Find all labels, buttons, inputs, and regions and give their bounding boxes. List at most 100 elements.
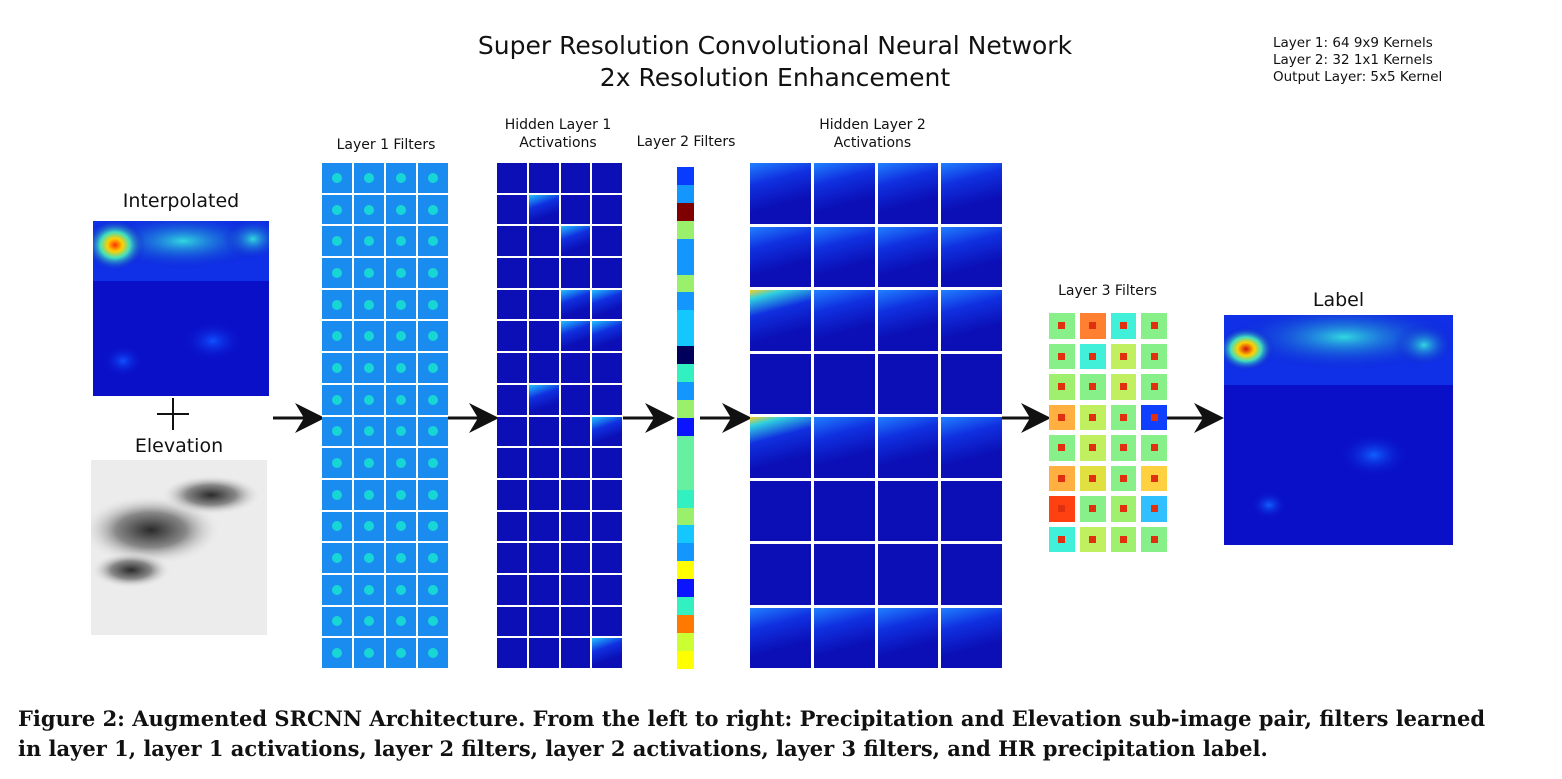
layer1-filter-tile bbox=[354, 574, 384, 605]
layer3-filter-tile bbox=[1079, 526, 1106, 552]
layer1-filter-tile bbox=[322, 416, 352, 447]
hidden-layer1-tile bbox=[497, 638, 527, 668]
hidden-layer1-tile bbox=[560, 638, 591, 668]
layer1-filter-tile bbox=[354, 606, 384, 637]
layer1-filter-tile bbox=[354, 638, 384, 668]
hidden-layer1-tile bbox=[497, 384, 527, 415]
hidden-layer2-tile bbox=[877, 544, 939, 605]
hidden-layer2-tile bbox=[750, 607, 811, 668]
layer2-filter-swatch bbox=[677, 346, 694, 365]
hidden-layer2-label-line2: Activations bbox=[833, 135, 912, 151]
hidden-layer2-tile bbox=[941, 607, 1002, 668]
layer2-filter-swatch bbox=[677, 543, 694, 562]
hidden-layer2-tile bbox=[813, 417, 875, 478]
layer2-filter-swatch bbox=[677, 489, 694, 508]
hidden-layer1-tile bbox=[528, 479, 559, 510]
layer1-filter-tile bbox=[386, 289, 416, 320]
layer3-filter-tile bbox=[1110, 496, 1137, 522]
interpolated-label: Interpolated bbox=[122, 190, 240, 212]
layer3-filter-tile bbox=[1079, 435, 1106, 461]
hidden-layer1-tile bbox=[592, 353, 622, 383]
layer1-filter-tile bbox=[386, 638, 416, 668]
hidden-layer2-tile bbox=[750, 544, 811, 605]
hidden-layer1-label-line2: Activations bbox=[519, 135, 597, 151]
layer3-filter-tile bbox=[1079, 343, 1106, 369]
hidden-layer1-tile bbox=[560, 353, 591, 383]
hidden-layer2-label: Hidden Layer 2 Activations bbox=[800, 116, 945, 152]
layer2-filter-swatch bbox=[677, 238, 694, 257]
caption-line-2: in layer 1, layer 1 activations, layer 2… bbox=[18, 736, 1268, 761]
layer2-filter-swatch bbox=[677, 650, 694, 669]
layer1-filter-tile bbox=[418, 289, 448, 320]
layer1-filters-grid bbox=[322, 163, 448, 668]
layer3-filter-tile bbox=[1141, 496, 1167, 522]
hidden-layer2-tile bbox=[941, 290, 1002, 351]
hidden-layer1-tile bbox=[497, 448, 527, 478]
elevation-heatmap bbox=[81, 475, 261, 588]
interpolated-image bbox=[93, 221, 269, 396]
layer3-filter-tile bbox=[1079, 404, 1106, 430]
layer1-filter-tile bbox=[418, 258, 448, 288]
layer1-filter-tile bbox=[322, 321, 352, 352]
hidden-layer1-label-line1: Hidden Layer 1 bbox=[504, 117, 612, 133]
hidden-layer2-tile bbox=[941, 353, 1002, 414]
layer1-filter-tile bbox=[322, 194, 352, 225]
layer2-filter-swatch bbox=[677, 399, 694, 418]
hidden-layer2-tile bbox=[877, 290, 939, 351]
layer1-filter-tile bbox=[418, 226, 448, 257]
layer1-filter-tile bbox=[322, 606, 352, 637]
hidden-layer1-tile bbox=[497, 321, 527, 352]
layer1-filter-tile bbox=[322, 638, 352, 668]
hidden-layer1-tile bbox=[528, 163, 559, 193]
layer3-filter-tile bbox=[1079, 374, 1106, 400]
hidden-layer1-tile bbox=[497, 163, 527, 193]
hidden-layer2-tile bbox=[941, 480, 1002, 541]
hidden-layer1-tile bbox=[592, 321, 622, 352]
hidden-layer1-label: Hidden Layer 1 Activations bbox=[488, 116, 628, 152]
hidden-layer1-tile bbox=[528, 606, 559, 637]
legend-output-layer: Output Layer: 5x5 Kernel bbox=[1273, 69, 1443, 85]
hidden-layer1-tile bbox=[560, 448, 591, 478]
hidden-layer2-tile bbox=[941, 163, 1002, 224]
hidden-layer1-tile bbox=[592, 448, 622, 478]
layer3-filter-tile bbox=[1110, 526, 1137, 552]
layer1-filter-tile bbox=[386, 226, 416, 257]
layer3-filter-tile bbox=[1110, 374, 1137, 400]
layer1-filter-tile bbox=[322, 479, 352, 510]
hidden-layer1-tile bbox=[592, 511, 622, 542]
layer2-filter-swatch bbox=[677, 417, 694, 436]
layer2-filter-swatch bbox=[677, 220, 694, 239]
layer1-filter-tile bbox=[418, 543, 448, 573]
hidden-layer1-tile bbox=[560, 606, 591, 637]
layer1-filter-tile bbox=[354, 163, 384, 193]
layer1-filter-tile bbox=[418, 321, 448, 352]
layer1-filter-tile bbox=[322, 384, 352, 415]
hidden-layer1-tile bbox=[592, 289, 622, 320]
layer1-filter-tile bbox=[418, 384, 448, 415]
layer2-filter-swatch bbox=[677, 525, 694, 544]
layer3-filter-tile bbox=[1141, 343, 1167, 369]
hidden-layer1-tile bbox=[560, 289, 591, 320]
hidden-layer1-tile bbox=[592, 194, 622, 225]
layer1-filter-tile bbox=[386, 194, 416, 225]
hidden-layer1-grid bbox=[497, 163, 622, 668]
layer1-filter-tile bbox=[354, 321, 384, 352]
layer1-filter-tile bbox=[322, 574, 352, 605]
layer2-filter-swatch bbox=[677, 364, 694, 383]
layer3-filter-tile bbox=[1049, 343, 1075, 369]
hidden-layer1-tile bbox=[560, 163, 591, 193]
hidden-layer1-tile bbox=[592, 163, 622, 193]
layer3-filter-tile bbox=[1141, 526, 1167, 552]
label-image bbox=[1224, 315, 1453, 545]
hidden-layer2-tile bbox=[877, 480, 939, 541]
hidden-layer1-tile bbox=[528, 416, 559, 447]
hidden-layer2-tile bbox=[813, 480, 875, 541]
layer1-filter-tile bbox=[386, 574, 416, 605]
layer3-filter-tile bbox=[1079, 465, 1106, 491]
layer2-filter-swatch bbox=[677, 310, 694, 329]
layer2-filters-column bbox=[677, 167, 694, 669]
layer1-filter-tile bbox=[418, 163, 448, 193]
hidden-layer1-tile bbox=[497, 574, 527, 605]
layer1-filter-tile bbox=[354, 353, 384, 383]
